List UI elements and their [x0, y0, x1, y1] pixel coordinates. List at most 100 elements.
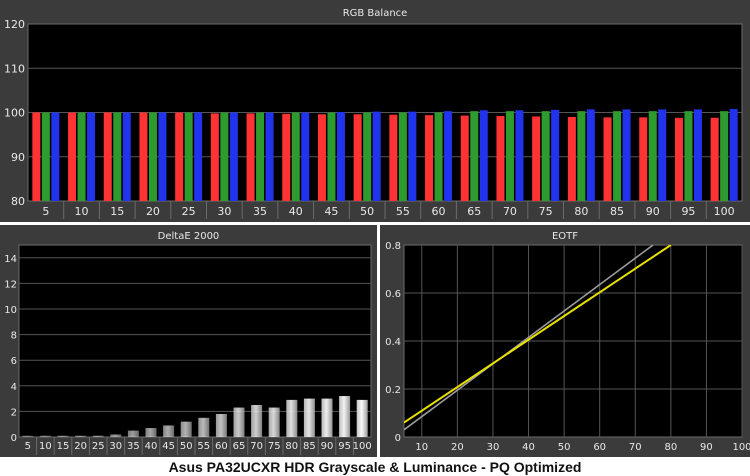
rgb-bar [434, 112, 443, 201]
eotf-x-tick-label: 100 [732, 442, 750, 453]
rgb-x-tick-label: 50 [360, 205, 374, 218]
rgb-bar [603, 117, 612, 201]
deltae-x-tick-label: 65 [233, 441, 246, 452]
eotf-y-tick-label: 0.6 [385, 289, 401, 300]
deltae-x-tick-label: 55 [197, 441, 210, 452]
deltae-bar [75, 435, 87, 437]
rgb-bar [291, 112, 300, 201]
deltae-x-tick-label: 85 [303, 441, 316, 452]
rgb-x-tick-label: 65 [467, 205, 481, 218]
rgb-bar [184, 112, 193, 201]
rgb-bar [710, 117, 719, 201]
rgb-x-tick-label: 15 [110, 205, 124, 218]
rgb-bar [444, 111, 453, 201]
rgb-x-tick-label: 45 [324, 205, 338, 218]
rgb-bar [256, 112, 265, 201]
rgb-bar [577, 111, 586, 201]
rgb-y-tick-label: 120 [4, 18, 25, 31]
rgb-bar [648, 111, 657, 201]
deltae-plot-area [18, 244, 372, 438]
deltae-bar [303, 398, 315, 437]
rgb-bar [425, 115, 434, 201]
rgb-balance-panel: RGB Balance 80 90 100 110 120 5 10 15 20 25 30 35 40… [0, 0, 750, 222]
deltae-y-tick-label: 10 [4, 305, 17, 316]
deltae-bar [321, 398, 333, 437]
deltae-x-tick-label: 75 [268, 441, 281, 452]
rgb-x-tick-label: 40 [289, 205, 303, 218]
rgb-bar [148, 112, 157, 201]
deltae-title: DeltaE 2000 [157, 231, 220, 242]
rgb-y-tick-label: 80 [11, 195, 25, 208]
rgb-bar [317, 114, 326, 201]
rgb-bar [229, 112, 238, 201]
deltae-bar [198, 417, 210, 437]
rgb-bar [363, 112, 372, 201]
rgb-bar [684, 111, 693, 201]
rgb-bar [479, 110, 488, 201]
rgb-bar [353, 114, 362, 201]
deltae-bar [163, 425, 175, 437]
rgb-bar [41, 112, 50, 201]
rgb-bar [301, 112, 310, 201]
rgb-x-tick-label: 80 [574, 205, 588, 218]
deltae-bar [233, 407, 245, 437]
rgb-bar [103, 112, 112, 201]
rgb-bar [622, 109, 631, 201]
chart-caption: Asus PA32UCXR HDR Grayscale & Luminance … [168, 459, 582, 475]
deltae-x-tick-label: 10 [39, 441, 52, 452]
deltae-x-tick-label: 60 [215, 441, 228, 452]
eotf-x-tick-label: 30 [487, 442, 500, 453]
deltae-y-tick-label: 8 [11, 331, 17, 342]
deltae-bar [356, 399, 368, 437]
rgb-x-tick-label: 100 [714, 205, 735, 218]
eotf-y-tick-label: 0.8 [385, 241, 401, 252]
rgb-bar [77, 112, 86, 201]
deltae-x-tick-label: 5 [25, 441, 31, 452]
eotf-target-line [404, 245, 654, 431]
rgb-x-tick-label: 95 [681, 205, 695, 218]
rgb-bar [586, 109, 595, 201]
rgb-bar [51, 112, 60, 201]
rgb-x-tick-label: 75 [539, 205, 553, 218]
deltae-bar [268, 407, 280, 437]
rgb-bar [282, 113, 291, 201]
deltae-x-tick-label: 80 [285, 441, 298, 452]
deltae-y-tick-label: 0 [11, 433, 17, 444]
rgb-bar [210, 113, 219, 201]
rgb-bar [639, 117, 648, 201]
rgb-x-tick-label: 35 [253, 205, 267, 218]
rgb-x-tick-label: 70 [503, 205, 517, 218]
deltae-panel: DeltaE 2000 0 2 4 6 8 10 12 14 5 10 15 20 25 30 35 40 45… [0, 225, 377, 457]
rgb-x-tick-label: 5 [42, 205, 49, 218]
deltae-bar [145, 428, 157, 437]
rgb-x-tick-label: 25 [182, 205, 196, 218]
deltae-y-tick-label: 12 [4, 279, 17, 290]
deltae-bar [251, 405, 263, 437]
rgb-bar [265, 112, 274, 201]
deltae-bar [110, 434, 122, 437]
rgb-bar [729, 108, 738, 201]
eotf-y-tick-label: 0.2 [385, 385, 401, 396]
rgb-bar [515, 110, 524, 201]
rgb-bar [505, 111, 514, 201]
eotf-x-tick-label: 10 [415, 442, 428, 453]
rgb-bar [658, 109, 667, 201]
deltae-bar [57, 435, 69, 437]
rgb-bar [68, 112, 77, 201]
deltae-x-tick-label: 35 [127, 441, 140, 452]
rgb-bar [139, 112, 148, 201]
deltae-bar [215, 413, 227, 437]
rgb-bar [220, 112, 229, 201]
eotf-x-tick-label: 60 [593, 442, 606, 453]
rgb-x-tick-label: 60 [432, 205, 446, 218]
deltae-x-tick-label: 30 [109, 441, 122, 452]
rgb-bar [175, 112, 184, 201]
rgb-bar [551, 109, 560, 201]
rgb-bar [398, 112, 407, 201]
eotf-panel: EOTF 10 20 30 40 50 60 70 80 90 100 0 0.2 0.4 0.6 0.8 [380, 225, 750, 457]
rgb-bar [372, 111, 381, 201]
deltae-x-tick-label: 70 [250, 441, 263, 452]
rgb-bar [613, 111, 622, 201]
rgb-x-tick-label: 10 [75, 205, 89, 218]
deltae-x-tick-label: 100 [353, 441, 372, 452]
